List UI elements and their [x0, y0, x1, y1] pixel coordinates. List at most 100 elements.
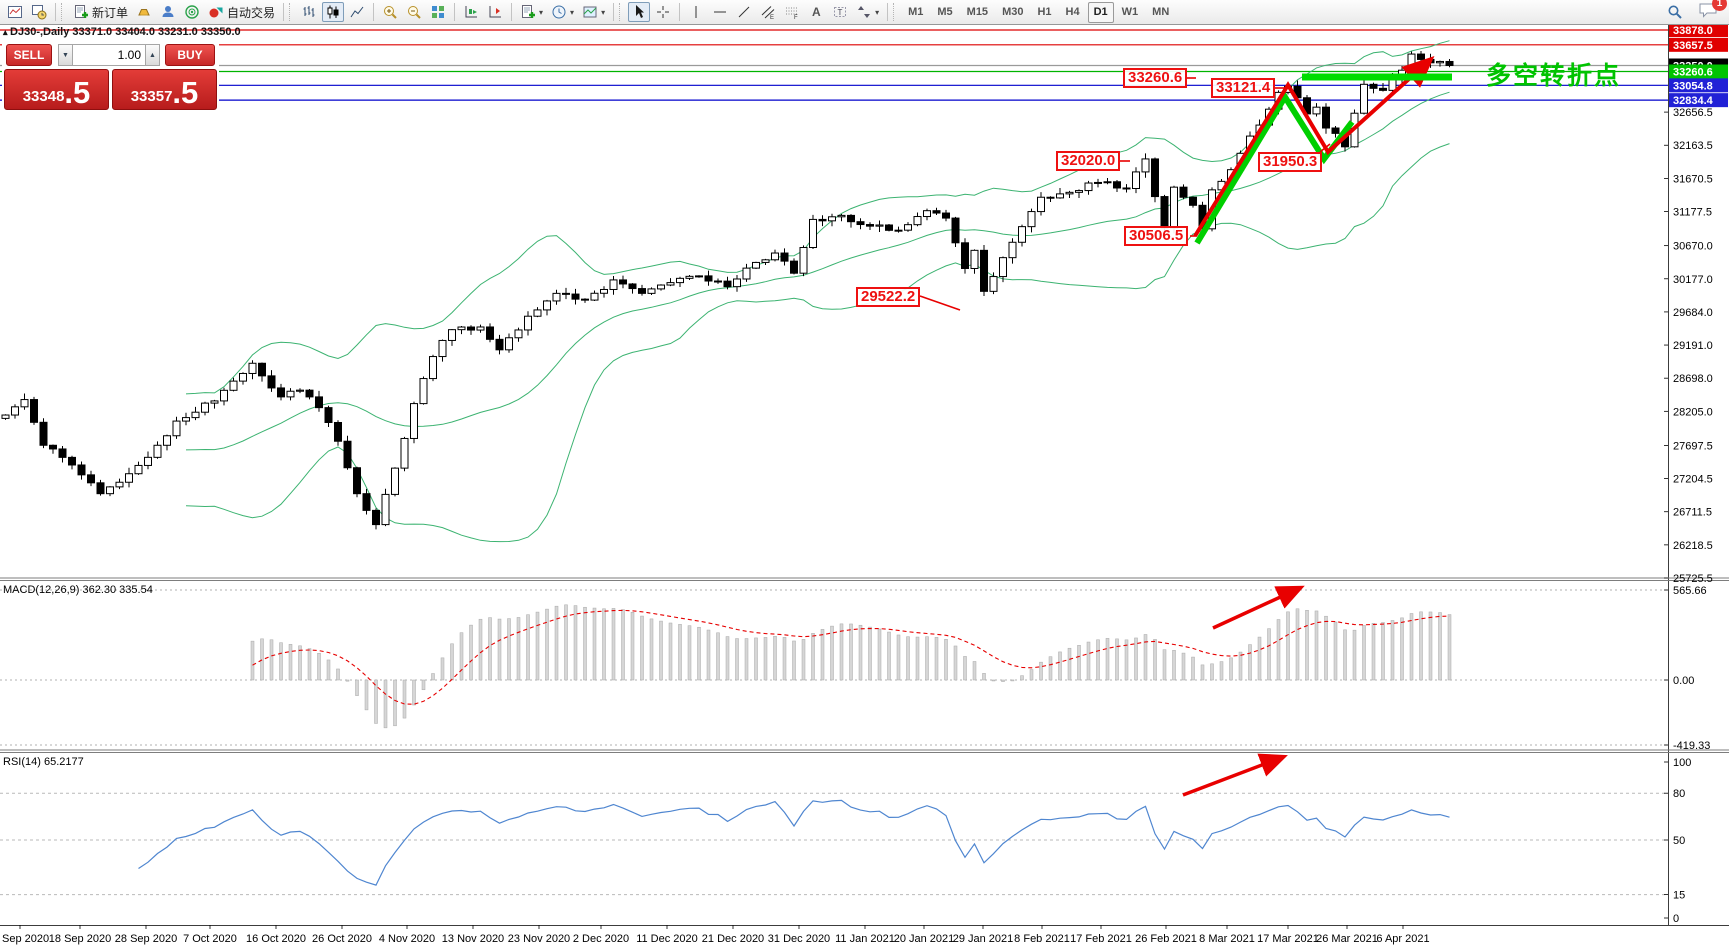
new-order-icon [75, 5, 88, 18]
shapes-button[interactable]: ▾ [853, 2, 882, 22]
level-lines [0, 29, 1668, 101]
auto-trading-label: 自动交易 [227, 5, 276, 20]
notifications-button[interactable]: 1 [1698, 0, 1727, 24]
gold-button[interactable] [133, 2, 155, 22]
timeframe-h1-button[interactable]: H1 [1037, 6, 1052, 18]
buy-button[interactable]: BUY [165, 44, 215, 66]
svg-text:21 Dec 2020: 21 Dec 2020 [702, 933, 764, 945]
timeframe-w1-button[interactable]: W1 [1121, 6, 1139, 18]
symbol-marker-icon: ▴ [3, 27, 11, 37]
svg-text:32163.5: 32163.5 [1673, 140, 1713, 152]
volume-input[interactable] [73, 44, 145, 66]
timeframe-d1-button[interactable]: D1 [1087, 1, 1114, 23]
timeframe-m5-button[interactable]: M5 [937, 6, 953, 18]
text-label-icon: T [834, 7, 847, 17]
rsi-window-splitter[interactable] [0, 747, 1668, 753]
price-annotation-box[interactable]: 33260.6 [1123, 68, 1188, 88]
macd-window-splitter[interactable] [0, 575, 1668, 581]
price-annotation-box[interactable]: 33121.4 [1211, 78, 1276, 98]
timeframe-m15-button[interactable]: M15 [966, 6, 989, 18]
toolbar-separator [55, 3, 56, 21]
news-button[interactable] [181, 2, 203, 22]
horizontal-line-button[interactable] [709, 2, 731, 22]
community-button[interactable] [157, 2, 179, 22]
price-annotation-box[interactable]: 29522.2 [856, 287, 921, 307]
channel-icon: E [761, 6, 775, 20]
bollinger-bands [185, 40, 1450, 543]
buy-price-frac: .5 [172, 75, 199, 110]
main-toolbar: 新订单 自动交易 ▾ ▾ ▾ E F A T ▾ M1 M5 M15 M30 H1 H4 D… [0, 0, 1729, 25]
text-button[interactable]: A [805, 2, 827, 22]
candlestick-chart-button[interactable] [322, 2, 345, 22]
price-annotation-box[interactable]: 30506.5 [1124, 226, 1189, 246]
svg-text:28 Sep 2020: 28 Sep 2020 [115, 933, 177, 945]
svg-text:26218.5: 26218.5 [1673, 540, 1713, 552]
buy-price-box[interactable]: 33357.5 [112, 69, 217, 110]
timeframe-m1-button[interactable]: M1 [908, 6, 924, 18]
svg-text:4 Nov 2020: 4 Nov 2020 [379, 933, 435, 945]
zoom-in-button[interactable] [379, 2, 401, 22]
timeframe-mn-button[interactable]: MN [1152, 6, 1170, 18]
trendline-button[interactable] [733, 2, 755, 22]
price-annotation-box[interactable]: 32020.0 [1056, 151, 1121, 171]
svg-text:26 Mar 2021: 26 Mar 2021 [1316, 933, 1378, 945]
svg-text:27697.5: 27697.5 [1673, 440, 1713, 452]
template-icon [583, 6, 597, 18]
equidistant-channel-button[interactable]: E [757, 2, 779, 22]
chart-annotations [919, 55, 1452, 797]
new-chart-button[interactable] [4, 2, 26, 22]
sell-button[interactable]: SELL [6, 44, 52, 66]
zoom-out-button[interactable] [403, 2, 425, 22]
svg-text:7 Oct 2020: 7 Oct 2020 [183, 933, 237, 945]
price-level-badge: 33657.5 [1669, 37, 1728, 52]
zoom-out-icon [408, 6, 421, 19]
price-annotation-box[interactable]: 31950.3 [1258, 152, 1323, 172]
svg-text:-419.33: -419.33 [1673, 740, 1710, 752]
svg-text:33657.5: 33657.5 [1673, 40, 1713, 52]
notification-badge: 1 [1712, 0, 1727, 11]
svg-text:T: T [838, 8, 843, 17]
search-button[interactable] [1663, 2, 1687, 22]
cursor-icon [636, 5, 645, 18]
svg-text:29684.0: 29684.0 [1673, 307, 1713, 319]
toolbar-separator [283, 3, 285, 21]
line-chart-button[interactable] [346, 2, 368, 22]
sell-price-box[interactable]: 33348.5 [4, 69, 109, 110]
svg-text:32834.4: 32834.4 [1673, 95, 1714, 107]
auto-trading-button[interactable]: 自动交易 [205, 2, 278, 22]
text-label-button[interactable]: T [829, 2, 851, 22]
pivot-point-annotation[interactable]: 多空转折点 [1486, 62, 1622, 90]
chart-shift-button[interactable] [484, 2, 506, 22]
svg-text:30177.0: 30177.0 [1673, 274, 1713, 286]
svg-text:8 Feb 2021: 8 Feb 2021 [1014, 933, 1070, 945]
new-chart-icon [8, 6, 22, 18]
svg-text:13 Nov 2020: 13 Nov 2020 [442, 933, 504, 945]
templates-button[interactable]: ▾ [579, 2, 608, 22]
volume-down-button[interactable]: ▼ [58, 44, 73, 66]
sell-price-int: 33348 [22, 88, 65, 105]
svg-text:31 Dec 2020: 31 Dec 2020 [768, 933, 830, 945]
cursor-button[interactable] [628, 2, 651, 22]
tile-windows-button[interactable] [427, 2, 449, 22]
new-order-button[interactable]: 新订单 [70, 2, 131, 22]
price-level-badge: 33260.6 [1669, 64, 1728, 79]
crosshair-button[interactable] [652, 2, 674, 22]
one-click-trading-panel: SELL ▼ ▲ BUY 33348.5 33357.5 [2, 42, 219, 112]
auto-scroll-button[interactable] [460, 2, 482, 22]
vertical-line-button[interactable] [685, 2, 707, 22]
dropdown-caret: ▾ [539, 7, 544, 17]
svg-text:80: 80 [1673, 788, 1685, 800]
bar-chart-button[interactable] [298, 2, 320, 22]
candlestick-chart-icon [327, 5, 339, 19]
timeframe-m30-button[interactable]: M30 [1002, 6, 1024, 18]
profiles-button[interactable] [28, 2, 50, 22]
dropdown-caret: ▾ [601, 7, 606, 17]
fibonacci-button[interactable]: F [781, 2, 803, 22]
volume-up-button[interactable]: ▲ [145, 44, 160, 66]
macd-label: MACD(12,26,9) 362.30 335.54 [3, 584, 153, 596]
search-icon [1668, 5, 1682, 19]
indicators-button[interactable]: ▾ [517, 2, 546, 22]
periods-button[interactable]: ▾ [548, 2, 577, 22]
timeframe-h4-button[interactable]: H4 [1065, 6, 1080, 18]
